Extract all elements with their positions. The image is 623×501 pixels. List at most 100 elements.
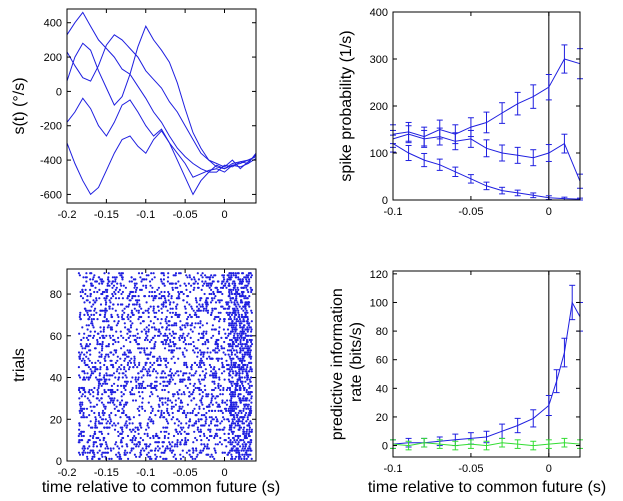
spike-dot <box>222 366 225 369</box>
spike-dot <box>101 411 104 415</box>
error-bar <box>569 284 576 321</box>
spike-dot <box>164 384 168 387</box>
spike-dot <box>99 309 102 312</box>
spike-dot <box>226 386 229 390</box>
spike-dot <box>193 422 196 425</box>
spike-dot <box>170 418 173 421</box>
spike-dot <box>224 282 227 285</box>
spike-dot <box>170 376 173 379</box>
spike-dot <box>119 401 122 404</box>
spike-dot <box>96 338 99 342</box>
spike-dot <box>90 388 93 392</box>
spike-dot <box>122 411 125 415</box>
spike-dot <box>156 395 159 398</box>
error-bar <box>530 149 537 167</box>
spike-dot <box>243 305 246 308</box>
spike-dot <box>215 343 218 346</box>
spike-dot <box>103 309 106 312</box>
spike-dot <box>167 374 170 377</box>
spike-dot <box>210 393 213 396</box>
spike-dot <box>238 451 241 454</box>
spike-dot <box>167 290 170 294</box>
spike-dot <box>152 434 155 438</box>
spike-dot <box>151 278 154 281</box>
spike-dot <box>140 386 143 390</box>
spike-dot <box>153 449 157 452</box>
spike-dot <box>249 411 252 415</box>
spike-dot <box>231 380 235 383</box>
spike-dot <box>104 303 107 306</box>
spike-dot <box>230 426 233 429</box>
series-line-5 <box>66 130 257 196</box>
spike-dot <box>217 382 220 385</box>
spike-dot <box>249 380 252 383</box>
spike-dot <box>194 386 197 390</box>
spike-dot <box>107 401 110 404</box>
spike-dot <box>99 416 102 419</box>
spike-dot <box>183 430 186 433</box>
spike-dot <box>116 313 119 316</box>
spike-dot <box>182 455 185 458</box>
spike-dot <box>178 388 181 392</box>
spike-dot <box>205 330 208 333</box>
spike-dot <box>188 420 191 423</box>
y-tick-label: 300 <box>370 54 388 66</box>
spike-dot <box>202 330 205 333</box>
spike-dot <box>123 368 126 371</box>
spike-dot <box>99 368 102 371</box>
spike-dot <box>100 280 103 283</box>
spike-dot <box>208 424 211 427</box>
spike-dot <box>249 357 252 360</box>
spike-dot <box>191 457 194 460</box>
spike-dot <box>114 280 117 283</box>
spike-dot <box>226 278 229 281</box>
spike-dot <box>233 332 236 335</box>
spike-dot <box>94 424 97 427</box>
spike-dot <box>173 393 176 396</box>
spike-dot <box>84 288 87 291</box>
spike-dot <box>191 447 194 450</box>
x-tick-label: -0.05 <box>458 463 483 475</box>
spike-dot <box>205 284 208 287</box>
spike-dot <box>174 399 177 402</box>
spike-dot <box>241 347 245 350</box>
spike-dot <box>201 303 204 306</box>
spike-dot <box>172 434 176 438</box>
spike-dot <box>181 405 184 408</box>
spike-dot <box>114 376 117 379</box>
spike-dot <box>140 370 143 373</box>
spike-dot <box>181 351 184 354</box>
spike-dot <box>245 372 248 375</box>
spike-dot <box>142 386 145 390</box>
spike-dot <box>186 301 189 304</box>
spike-dot <box>120 384 123 387</box>
spike-dot <box>92 318 95 321</box>
spike-dot <box>226 418 229 421</box>
spike-dot <box>93 370 96 373</box>
spike-dot <box>235 290 238 294</box>
spike-dot <box>155 380 158 383</box>
spike-dot <box>113 349 116 352</box>
spike-dot <box>171 411 174 415</box>
spike-dot <box>243 416 246 419</box>
stimulus-axes-frame <box>66 8 257 204</box>
spike-dot <box>78 386 81 390</box>
spike-dot <box>77 451 81 454</box>
spike-dot <box>133 434 136 438</box>
spike-dot <box>165 322 168 325</box>
spike-dot <box>140 307 143 310</box>
spike-dot <box>111 307 114 310</box>
spike-dot <box>110 313 113 316</box>
spike-dot <box>89 295 92 298</box>
spike-dot <box>231 432 234 435</box>
spike-dot <box>211 455 214 458</box>
spike-dot <box>143 432 146 435</box>
spike-dot <box>125 443 128 446</box>
spike-dot <box>111 292 114 296</box>
spike-dot <box>182 426 185 429</box>
spike-dot <box>108 426 111 429</box>
spike-dot <box>81 407 84 410</box>
spike-dot <box>117 320 120 323</box>
spike-dot <box>82 430 85 433</box>
